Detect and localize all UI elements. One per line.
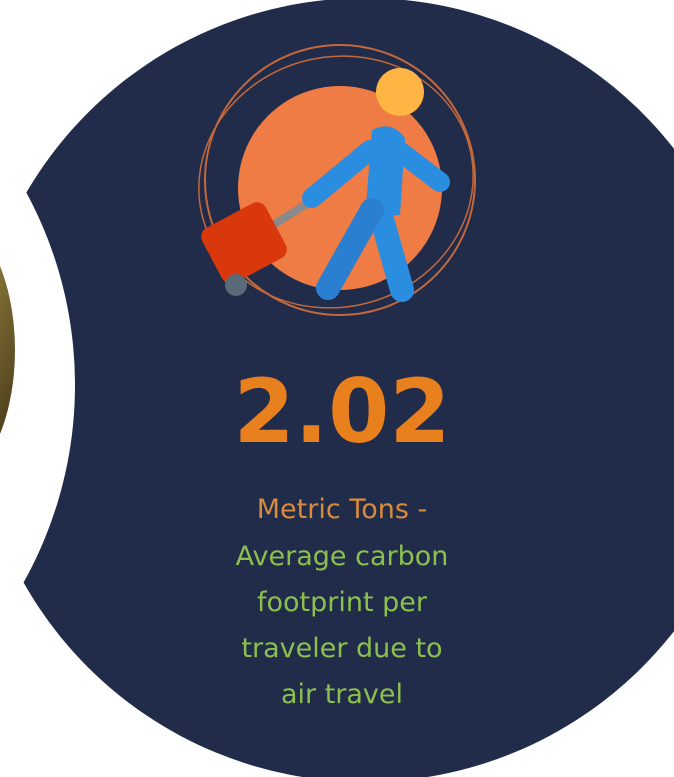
stat-description: Average carbon — [236, 541, 449, 572]
stat-value: 2.02 — [233, 360, 450, 463]
stat-description: traveler due to — [241, 633, 442, 664]
stat-description: footprint per — [257, 587, 428, 618]
page: 2.02 Metric Tons - Average carbon footpr… — [0, 0, 674, 777]
stat-unit: Metric Tons - — [257, 494, 427, 525]
infographic: 2.02 Metric Tons - Average carbon footpr… — [0, 0, 674, 777]
stat-description: air travel — [281, 679, 403, 710]
